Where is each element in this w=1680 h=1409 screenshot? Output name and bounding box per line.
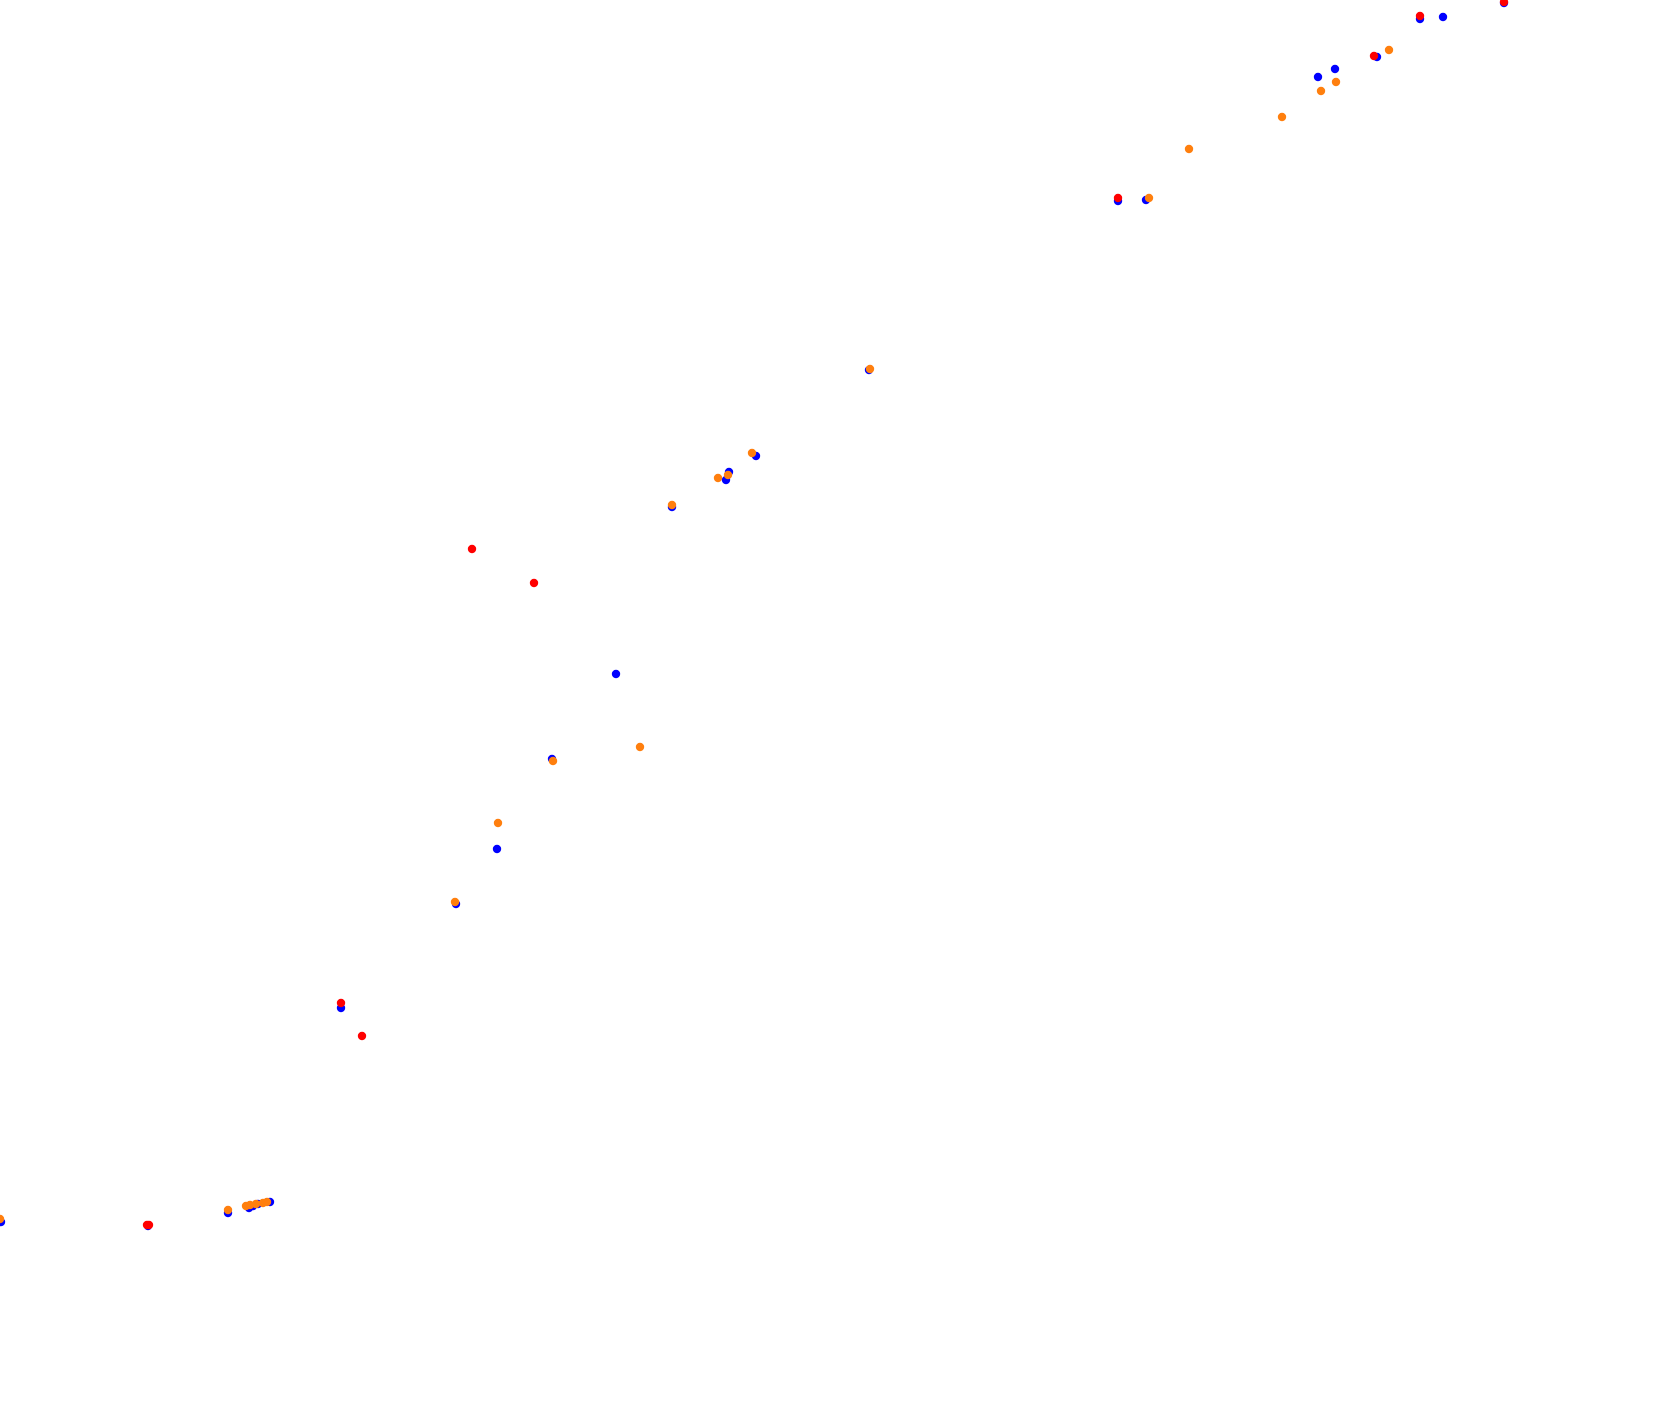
scatter-point	[1384, 45, 1394, 55]
scatter-point	[667, 500, 677, 510]
series-0	[0, 0, 1509, 1231]
series-2	[0, 45, 1394, 1224]
scatter-point	[1330, 64, 1340, 74]
scatter-point	[611, 669, 621, 679]
scatter-point	[1144, 193, 1154, 203]
scatter-point	[262, 1197, 272, 1207]
scatter-point	[723, 470, 733, 480]
scatter-point	[747, 448, 757, 458]
series-layer	[0, 0, 1509, 1231]
scatter-point	[492, 844, 502, 854]
scatter-point	[1113, 193, 1123, 203]
scatter-point	[450, 897, 460, 907]
scatter-point	[635, 742, 645, 752]
scatter-point	[251, 1199, 261, 1209]
scatter-point	[548, 756, 558, 766]
scatter-point	[1331, 77, 1341, 87]
scatter-point	[1438, 12, 1448, 22]
scatter-point	[1277, 112, 1287, 122]
scatter-point	[144, 1220, 154, 1230]
scatter-point	[357, 1031, 367, 1041]
scatter-point	[0, 1214, 5, 1224]
scatter-point	[1369, 51, 1379, 61]
scatter-point	[1415, 11, 1425, 21]
scatter-point	[336, 998, 346, 1008]
series-1	[142, 0, 1509, 1230]
scatter-point	[1316, 86, 1326, 96]
scatter-point	[493, 818, 503, 828]
scatter-point	[713, 473, 723, 483]
scatter-point	[1184, 144, 1194, 154]
scatter-point	[865, 364, 875, 374]
scatter-point	[223, 1205, 233, 1215]
scatter-point	[467, 544, 477, 554]
scatter-point	[1499, 0, 1509, 7]
scatter-point	[1313, 72, 1323, 82]
scatter-point	[529, 578, 539, 588]
